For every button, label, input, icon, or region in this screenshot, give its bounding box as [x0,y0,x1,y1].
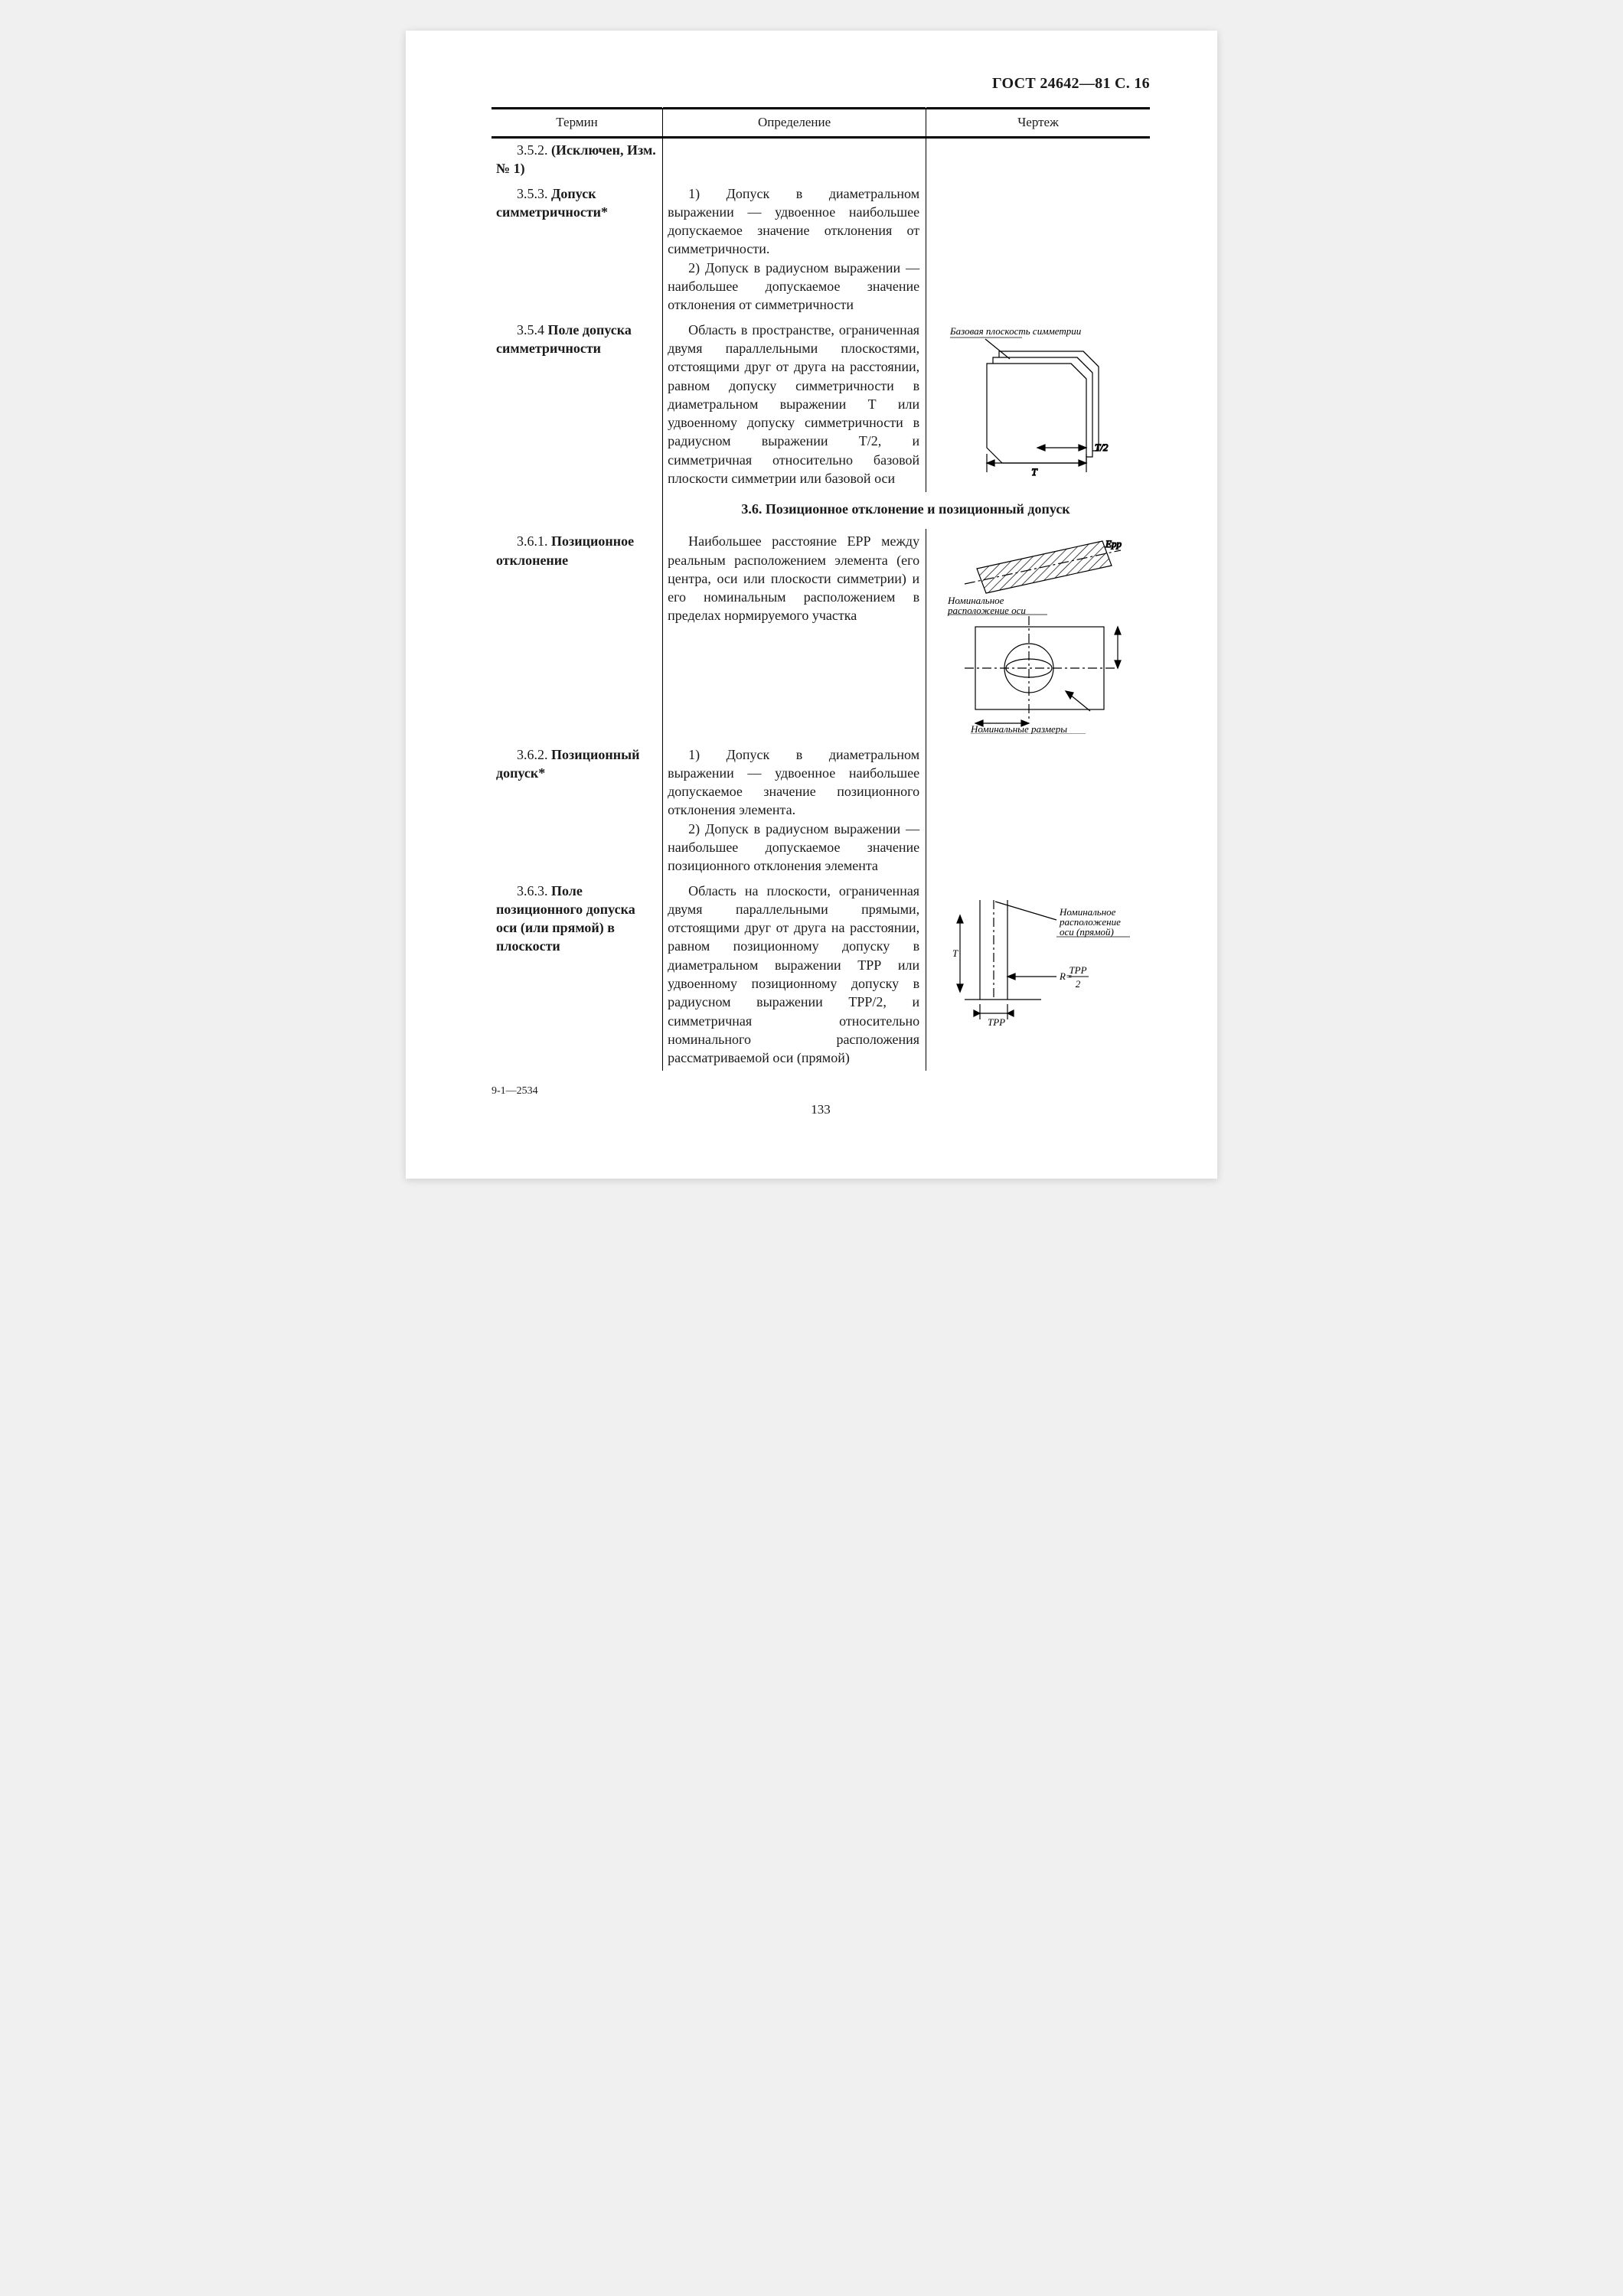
table-row: 3.6.2. Позиционный допуск* 1) Допуск в д… [491,742,1150,879]
footer-signature: 9-1—2534 [491,1084,1150,1099]
definition-361: Наибольшее расстояние ЕРР между реальным… [668,532,919,625]
dim-label: 2 [1076,978,1081,990]
term-number: 3.6.1. [517,533,548,549]
header-drawing: Чертеж [926,109,1150,137]
dim-label: Т [1031,466,1037,478]
header-term: Термин [491,109,663,137]
definition-362: 1) Допуск в диаметральном выражении — уд… [668,745,919,876]
term-362: 3.6.2. Позиционный допуск* [496,745,656,783]
doc-id: ГОСТ 24642—81 С. 16 [491,73,1150,94]
page-number: 133 [491,1101,1150,1119]
table-row: 3.5.3. Допуск симметричности* 1) Допуск … [491,181,1150,318]
drawing-label-epp: Ерр [1105,538,1122,550]
term-number: 3.6.3. [517,883,548,899]
term-363: 3.6.3. Поле позиционного допуска оси (ил… [496,882,656,956]
term-number: 3.6.2. [517,747,548,762]
term-352: 3.5.2. (Исключен, Изм. № 1) [496,141,656,178]
definition-354: Область в пространстве, ограниченная дву… [668,321,919,488]
definition-para: Область на плоскости, ограниченная двумя… [668,882,919,1068]
table-row: 3.5.2. (Исключен, Изм. № 1) [491,137,1150,181]
dim-fraction: R= ТРР 2 [1059,964,1089,990]
definition-para: 2) Допуск в радиусном выражении — наибол… [668,820,919,876]
document-page: ГОСТ 24642—81 С. 16 Термин Определение Ч… [406,31,1217,1179]
header-definition: Определение [663,109,926,137]
term-text: Допуск симметричности* [496,186,608,220]
drawing-label-text: Базовая плоскость симметрии [949,325,1082,337]
term-number: 3.5.2. [517,142,548,158]
definition-para: Наибольшее расстояние ЕРР между реальным… [668,532,919,625]
table-row: 3.6.3. Поле позиционного допуска оси (ил… [491,879,1150,1071]
definitions-table: Термин Определение Чертеж 3.5.2. (Исключ… [491,108,1150,1071]
drawing-label: Номинальные размеры [970,723,1067,734]
definition-para: 1) Допуск в диаметральном выражении — уд… [668,745,919,820]
definition-para: 2) Допуск в радиусном выражении — наибол… [668,259,919,315]
drawing-361: Ерр Номинальное расположение оси Номинал… [942,535,1133,734]
table-row: 3.5.4 Поле допуска симметричности Област… [491,318,1150,492]
dim-label: ТРР [1069,964,1086,976]
term-number: 3.5.4 [517,322,544,338]
section-title: 3.6. Позиционное отклонение и позиционны… [668,495,1144,526]
drawing-label: Базовая плоскость симметрии [949,325,1082,337]
drawing-label: Номинальное расположение оси (прямой) [1059,906,1123,938]
table-header-row: Термин Определение Чертеж [491,109,1150,137]
definition-para: 1) Допуск в диаметральном выражении — уд… [668,184,919,259]
dim-label: Т [952,947,958,959]
term-361: 3.6.1. Позиционное отклонение [496,532,656,569]
definition-353: 1) Допуск в диаметральном выражении — уд… [668,184,919,315]
drawing-label: Номинальное расположение оси [947,595,1026,616]
definition-para: Область в пространстве, ограниченная дву… [668,321,919,488]
dim-label: ТРР [988,1016,1005,1028]
term-353: 3.5.3. Допуск симметричности* [496,184,656,222]
term-354: 3.5.4 Поле допуска симметричности [496,321,656,358]
definition-363: Область на плоскости, ограниченная двумя… [668,882,919,1068]
term-number: 3.5.3. [517,186,548,201]
table-row: 3.6.1. Позиционное отклонение Наибольшее… [491,529,1150,742]
drawing-363: Т ТРР R= ТРР 2 Номинальное [942,885,1133,1038]
section-title-row: 3.6. Позиционное отклонение и позиционны… [491,492,1150,529]
dim-label: Т/2 [1095,442,1109,453]
drawing-354: Т Т/2 Базовая плоскость симметрии [945,324,1129,484]
